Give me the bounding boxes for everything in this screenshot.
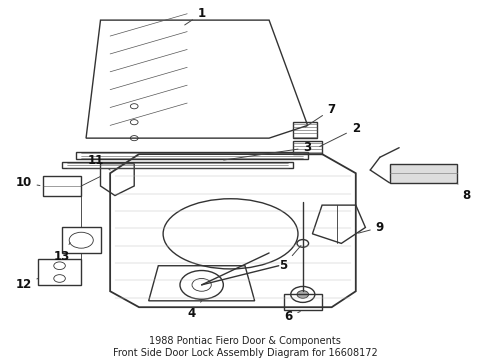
Text: 10: 10 [15,176,40,189]
Text: 9: 9 [359,221,384,234]
Text: 12: 12 [15,278,38,291]
Circle shape [297,291,309,298]
Polygon shape [390,164,457,183]
Text: 1988 Pontiac Fiero Door & Components
Front Side Door Lock Assembly Diagram for 1: 1988 Pontiac Fiero Door & Components Fro… [113,336,377,357]
Text: 1: 1 [185,7,206,25]
Text: 11: 11 [88,154,110,170]
Text: 6: 6 [284,310,300,323]
Text: 3: 3 [223,141,312,160]
Text: 5: 5 [279,246,301,272]
Text: 7: 7 [305,103,336,127]
Text: 8: 8 [457,183,471,202]
Text: 2: 2 [320,122,360,147]
Text: 13: 13 [54,243,70,263]
Text: 4: 4 [188,301,202,320]
